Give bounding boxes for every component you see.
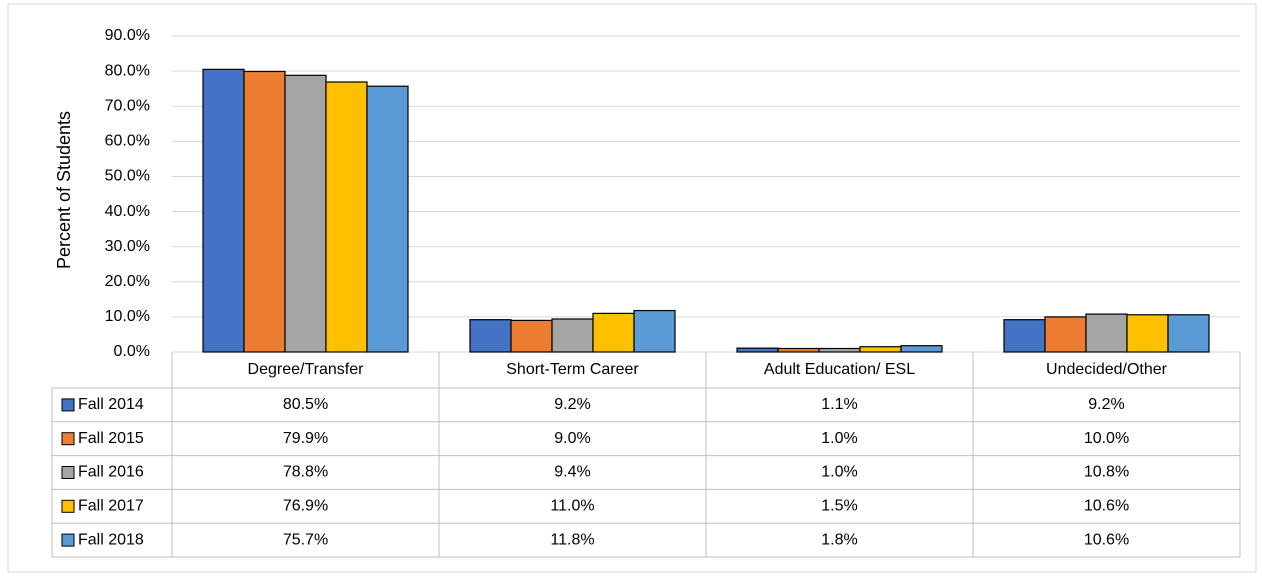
bar	[859, 346, 902, 353]
y-tick-label: 30.0%	[105, 238, 150, 255]
legend-label: Fall 2016	[78, 464, 144, 481]
y-axis-label: Percent of Students	[54, 111, 74, 269]
table-value: 1.8%	[821, 531, 857, 548]
legend-label: Fall 2017	[78, 498, 144, 515]
x-tick-label: Short-Term Career	[506, 361, 639, 378]
table-value: 1.0%	[821, 464, 857, 481]
table-value: 76.9%	[283, 498, 328, 515]
bar	[284, 74, 327, 353]
legend-label: Fall 2015	[78, 430, 144, 447]
bar	[1167, 314, 1210, 353]
y-tick-label: 40.0%	[105, 203, 150, 220]
table-value: 80.5%	[283, 396, 328, 413]
table-value: 1.0%	[821, 430, 857, 447]
table-value: 9.2%	[1088, 396, 1124, 413]
y-tick-label: 90.0%	[105, 27, 150, 44]
table-value: 75.7%	[283, 531, 328, 548]
legend-label: Fall 2018	[78, 531, 144, 548]
bar	[202, 68, 245, 353]
legend-swatch	[61, 398, 75, 412]
table-value: 10.8%	[1084, 464, 1129, 481]
x-tick-label: Adult Education/ ESL	[764, 361, 915, 378]
legend-label: Fall 2014	[78, 396, 144, 413]
y-tick-label: 10.0%	[105, 308, 150, 325]
bar	[469, 319, 512, 353]
table-value: 9.2%	[554, 396, 590, 413]
bar	[1085, 313, 1128, 353]
table-value: 10.6%	[1084, 498, 1129, 515]
bar	[900, 345, 943, 353]
bar	[1044, 316, 1087, 353]
x-tick-label: Undecided/Other	[1046, 361, 1168, 378]
chart-frame	[7, 3, 1257, 573]
y-tick-label: 0.0%	[114, 343, 150, 360]
bar	[1003, 319, 1046, 353]
bar	[325, 81, 368, 353]
table-value: 10.6%	[1084, 531, 1129, 548]
y-tick-label: 80.0%	[105, 62, 150, 79]
table-value: 11.8%	[550, 531, 594, 548]
bar	[777, 347, 820, 353]
table-value: 79.9%	[283, 430, 328, 447]
legend-swatch	[61, 466, 75, 479]
bar	[243, 70, 286, 353]
table-value: 11.0%	[550, 498, 594, 515]
bar	[366, 85, 409, 353]
bar	[633, 309, 676, 353]
table-value: 1.1%	[821, 396, 857, 413]
y-tick-label: 60.0%	[105, 133, 150, 150]
table-value: 1.5%	[821, 498, 857, 515]
bar	[551, 318, 594, 353]
legend-swatch	[61, 432, 75, 446]
y-tick-label: 20.0%	[105, 273, 150, 290]
x-tick-label: Degree/Transfer	[248, 361, 365, 378]
table-value: 78.8%	[283, 464, 328, 481]
legend-swatch	[61, 499, 75, 513]
bar	[1126, 314, 1169, 353]
bar	[510, 319, 553, 353]
table-value: 10.0%	[1084, 430, 1129, 447]
y-tick-label: 70.0%	[105, 97, 150, 114]
bar	[592, 312, 635, 353]
bar	[818, 347, 861, 353]
table-value: 9.4%	[554, 464, 590, 481]
table-value: 9.0%	[554, 430, 590, 447]
legend-swatch	[61, 533, 75, 547]
bar	[736, 347, 779, 353]
y-tick-label: 50.0%	[105, 168, 150, 185]
